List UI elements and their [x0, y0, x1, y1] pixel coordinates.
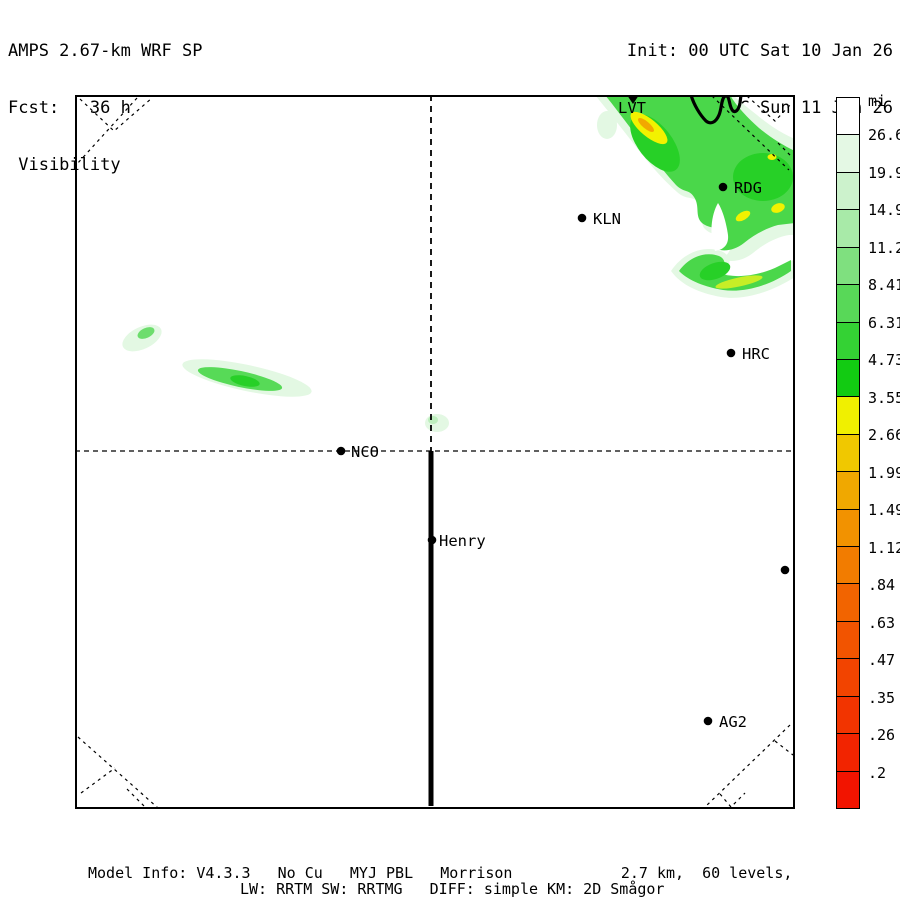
colorbar-segment: [837, 98, 859, 136]
stations-layer: LVT RDG KLN HRC NCO Henry AG2: [336, 95, 790, 731]
colorbar-segment: [837, 285, 859, 323]
colorbar-segment: [837, 509, 859, 548]
colorbar-segment: [837, 210, 859, 248]
colorbar-segment: [837, 696, 859, 735]
colorbar-tick-label: 6.31: [868, 313, 900, 332]
colorbar-segment: [837, 472, 859, 510]
station-label-AG2: AG2: [719, 713, 747, 731]
colorbar-tick-label: .2: [868, 763, 887, 782]
colorbar-segment: [837, 771, 859, 809]
visibility-field: [122, 95, 795, 432]
station-label-LVT: LVT: [618, 99, 646, 117]
station-marker-HRC: [726, 348, 736, 358]
colorbar-tick-label: 19.95: [868, 163, 900, 182]
colorbar-tick-label: .35: [868, 688, 896, 707]
station-label-RDG: RDG: [734, 179, 762, 197]
station-marker-NCO: [336, 446, 346, 456]
colorbar-segment: [837, 547, 859, 585]
colorbar-tick-label: 14.97: [868, 201, 900, 220]
colorbar-tick-label: 1.49: [868, 501, 900, 520]
model-info-line2: LW: RRTM SW: RRTMG DIFF: simple KM: 2D S…: [240, 880, 665, 898]
station-marker-KLN: [577, 213, 587, 223]
colorbar-tick-label: 8.41: [868, 276, 900, 295]
colorbar-segment: [837, 135, 859, 173]
colorbar-tick-label: .26: [868, 726, 896, 745]
colorbar-tick-label: 1.99: [868, 463, 900, 482]
station-label-NCO: NCO: [351, 443, 379, 461]
colorbar-tick-label: .47: [868, 651, 896, 670]
colorbar-segment: [837, 734, 859, 772]
station-label-HRC: HRC: [742, 345, 770, 363]
colorbar-segment: [837, 621, 859, 660]
colorbar-segment: [837, 359, 859, 398]
colorbar-bar: [836, 97, 860, 809]
colorbar-tick-label: 3.55: [868, 388, 900, 407]
map-border: [75, 95, 795, 809]
colorbar-segment: [837, 247, 859, 286]
colorbar-unit-label: mi: [868, 92, 887, 110]
colorbar-tick-label: .63: [868, 613, 896, 632]
model-title: AMPS 2.67-km WRF SP: [8, 41, 203, 61]
colorbar-tick-label: 4.73: [868, 351, 900, 370]
colorbar-segment: [837, 659, 859, 697]
coastline-contour: [689, 95, 743, 125]
station-label-Henry: Henry: [439, 532, 486, 550]
field-name: Visibility: [8, 155, 121, 175]
colorbar-segment: [837, 434, 859, 473]
station-marker-edge-station: [780, 565, 790, 575]
colorbar-segment: [837, 172, 859, 211]
colorbar-tick-label: 11.22: [868, 238, 900, 257]
station-marker-AG2: [703, 716, 713, 726]
station-label-KLN: KLN: [593, 210, 621, 228]
colorbar-segment: [837, 322, 859, 360]
colorbar-segment: [837, 397, 859, 435]
forecast-hour: Fcst: 36 h: [8, 98, 131, 118]
colorbar-tick-label: 1.12: [868, 538, 900, 557]
map-panel: LVT RDG KLN HRC NCO Henry AG2: [75, 95, 795, 809]
model-info-line1: Model Info: V4.3.3 No Cu MYJ PBL Morriso…: [88, 864, 793, 882]
colorbar-segment: [837, 584, 859, 622]
corner-hatch-marks: [76, 95, 794, 809]
colorbar-tick-label: 2.66: [868, 426, 900, 445]
station-marker-Henry: [427, 535, 437, 545]
colorbar-tick-label: 26.61: [868, 126, 900, 145]
colorbar-labels: 26.61 19.95 14.97 11.22 8.41 6.31 4.73 3.55 2.66…: [868, 97, 900, 809]
init-time: Init: 00 UTC Sat 10 Jan 26: [626, 41, 893, 61]
colorbar-tick-label: .84: [868, 576, 896, 595]
station-marker-RDG: [718, 182, 728, 192]
station-marker-LVT: [627, 95, 639, 104]
header-left: AMPS 2.67-km WRF SP Fcst: 36 h Visibilit…: [8, 4, 202, 194]
